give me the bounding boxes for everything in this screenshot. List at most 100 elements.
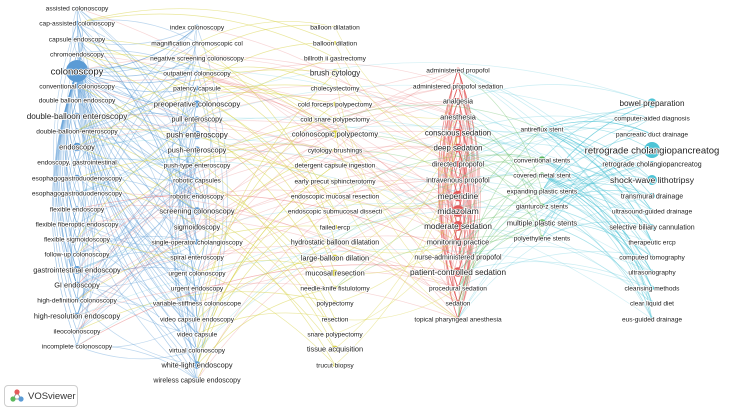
term-label[interactable]: urgent colonoscopy bbox=[168, 270, 227, 279]
term-label[interactable]: selective biliary cannulation bbox=[609, 224, 696, 233]
term-node[interactable] bbox=[453, 128, 463, 138]
term-node[interactable] bbox=[331, 269, 339, 277]
term-label[interactable]: robotic endoscopy bbox=[169, 193, 225, 202]
term-label[interactable]: endoscopic mucosal resection bbox=[290, 193, 380, 202]
term-label[interactable]: resection bbox=[321, 316, 350, 325]
term-label[interactable]: spiral enteroscopy bbox=[169, 254, 225, 263]
term-label[interactable]: double-balloon enteroscopy bbox=[26, 111, 129, 122]
term-label[interactable]: deep sedation bbox=[433, 143, 484, 154]
term-node[interactable] bbox=[192, 130, 202, 140]
term-node[interactable] bbox=[74, 206, 80, 212]
term-node[interactable] bbox=[332, 300, 338, 306]
term-node[interactable] bbox=[74, 251, 80, 257]
term-label[interactable]: large-balloon dilation bbox=[300, 253, 370, 264]
term-node[interactable] bbox=[644, 142, 660, 158]
term-node[interactable] bbox=[193, 100, 201, 108]
term-label[interactable]: pull enteroscopy bbox=[171, 116, 224, 125]
term-node[interactable] bbox=[194, 347, 200, 353]
term-node[interactable] bbox=[73, 312, 81, 320]
term-node[interactable] bbox=[332, 101, 338, 107]
term-label[interactable]: needle-knife fistulotomy bbox=[300, 285, 372, 294]
term-label[interactable]: polyethylene stents bbox=[513, 235, 572, 244]
term-node[interactable] bbox=[452, 205, 464, 217]
term-label[interactable]: balloon dilatation bbox=[309, 24, 360, 33]
term-label[interactable]: video capsule endoscopy bbox=[159, 316, 235, 325]
term-label[interactable]: covered metal stent bbox=[512, 172, 571, 181]
term-label[interactable]: esophagogastroduodenoscopy bbox=[31, 190, 123, 199]
term-node[interactable] bbox=[649, 316, 655, 322]
term-node[interactable] bbox=[332, 331, 338, 337]
term-node[interactable] bbox=[194, 162, 200, 168]
term-node[interactable] bbox=[453, 221, 463, 231]
term-label[interactable]: transmural drainage bbox=[620, 193, 684, 202]
term-label[interactable]: moderate sedation bbox=[423, 221, 493, 232]
term-label[interactable]: snare polypectomy bbox=[307, 331, 365, 340]
term-node[interactable] bbox=[66, 60, 88, 82]
term-node[interactable] bbox=[454, 238, 462, 246]
term-node[interactable] bbox=[539, 203, 545, 209]
term-node[interactable] bbox=[333, 86, 337, 90]
term-label[interactable]: shock-wave lithotripsy bbox=[609, 174, 695, 186]
term-label[interactable]: nurse-administered propofol bbox=[414, 254, 503, 263]
term-label[interactable]: directed propofol bbox=[431, 161, 485, 170]
term-label[interactable]: trucut biopsy bbox=[316, 362, 356, 371]
term-label[interactable]: colonoscopy bbox=[50, 66, 105, 79]
term-label[interactable]: push-type enteroscopy bbox=[163, 162, 232, 171]
term-node[interactable] bbox=[649, 208, 655, 214]
term-node[interactable] bbox=[194, 300, 200, 306]
term-node[interactable] bbox=[332, 147, 338, 153]
term-label[interactable]: ileocolonoscopy bbox=[53, 328, 102, 337]
term-label[interactable]: meperidine bbox=[437, 191, 480, 202]
term-label[interactable]: therapeutic ercp bbox=[628, 239, 677, 248]
term-node[interactable] bbox=[331, 345, 339, 353]
term-label[interactable]: gastrointestinal endoscopy bbox=[32, 265, 121, 276]
term-label[interactable]: cytology brushings bbox=[307, 147, 364, 156]
term-node[interactable] bbox=[73, 266, 81, 274]
term-label[interactable]: index colonoscopy bbox=[169, 24, 226, 33]
term-label[interactable]: cold forceps polypectomy bbox=[297, 101, 374, 110]
term-node[interactable] bbox=[332, 285, 338, 291]
term-node[interactable] bbox=[194, 331, 200, 337]
term-node[interactable] bbox=[194, 177, 200, 183]
term-label[interactable]: colonoscopic polypectomy bbox=[291, 129, 379, 140]
term-node[interactable] bbox=[455, 161, 461, 167]
term-label[interactable]: tissue acquisition bbox=[306, 344, 364, 355]
term-node[interactable] bbox=[193, 223, 201, 231]
term-node[interactable] bbox=[193, 146, 201, 154]
term-label[interactable]: robotic capsules bbox=[172, 177, 222, 186]
term-label[interactable]: mucosal resection bbox=[304, 268, 365, 279]
term-label[interactable]: esophagogastroduodenoscopy bbox=[31, 175, 123, 184]
term-node[interactable] bbox=[539, 188, 545, 194]
term-label[interactable]: analgesia bbox=[442, 98, 474, 107]
vosviewer-badge[interactable]: VOSviewer bbox=[4, 385, 78, 407]
term-node[interactable] bbox=[455, 98, 461, 104]
term-node[interactable] bbox=[74, 190, 80, 196]
term-node[interactable] bbox=[74, 51, 80, 57]
term-node[interactable] bbox=[332, 116, 338, 122]
term-label[interactable]: balloon dilation bbox=[312, 40, 358, 49]
term-label[interactable]: detergent capsule ingestion bbox=[294, 162, 377, 171]
term-node[interactable] bbox=[331, 69, 339, 77]
term-label[interactable]: antireflux stent bbox=[520, 126, 565, 135]
term-node[interactable] bbox=[454, 176, 462, 184]
term-label[interactable]: hydrostatic balloon dilatation bbox=[290, 239, 380, 248]
term-label[interactable]: flexible endoscopy bbox=[49, 206, 106, 215]
term-node[interactable] bbox=[455, 300, 461, 306]
term-node[interactable] bbox=[649, 300, 655, 306]
term-node[interactable] bbox=[74, 328, 80, 334]
term-label[interactable]: high-resolution endoscopy bbox=[33, 311, 121, 322]
term-label[interactable]: incomplete colonoscopy bbox=[41, 343, 114, 352]
term-label[interactable]: conscious sedation bbox=[424, 128, 492, 139]
term-label[interactable]: administered propofol sedation bbox=[412, 83, 504, 92]
term-label[interactable]: computer-aided diagnosis bbox=[613, 115, 691, 124]
term-node[interactable] bbox=[332, 162, 338, 168]
term-label[interactable]: cholecystectomy bbox=[310, 85, 361, 94]
term-node[interactable] bbox=[73, 174, 81, 182]
term-label[interactable]: early precut sphincterotomy bbox=[294, 178, 377, 187]
term-label[interactable]: GI endoscopy bbox=[53, 280, 101, 291]
term-label[interactable]: double balloon endoscopy bbox=[38, 97, 117, 106]
term-label[interactable]: billroth ii gastrectomy bbox=[303, 55, 367, 64]
term-label[interactable]: brush cytology bbox=[309, 68, 361, 79]
term-node[interactable] bbox=[455, 316, 461, 322]
term-node[interactable] bbox=[455, 83, 461, 89]
